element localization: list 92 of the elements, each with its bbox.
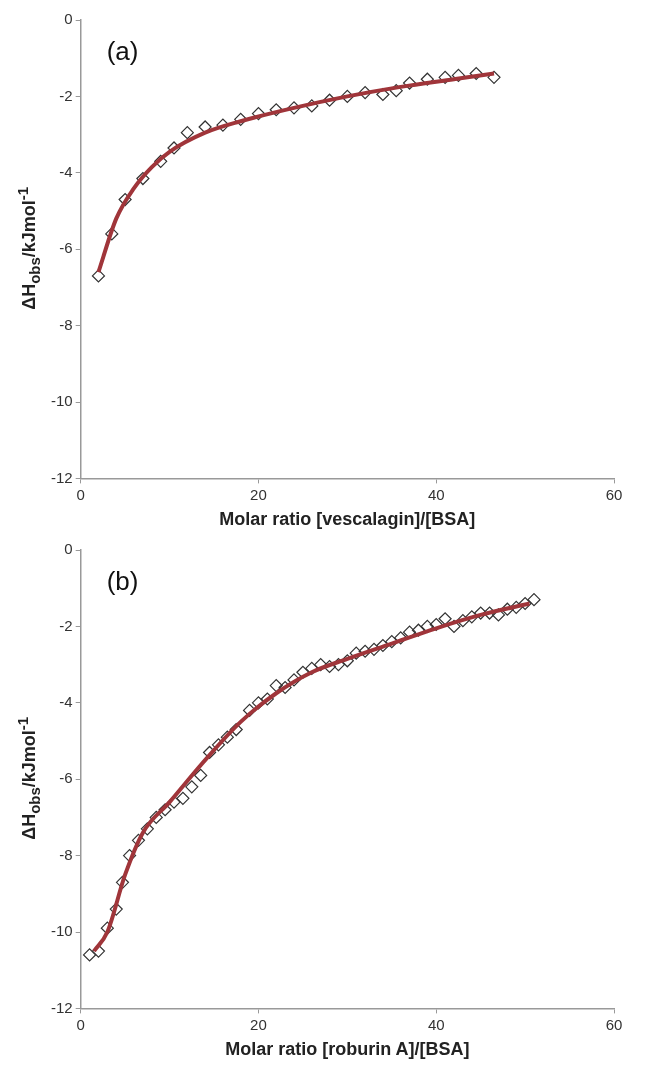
point (176, 791, 190, 805)
point (438, 70, 452, 84)
point (115, 875, 130, 889)
point (220, 730, 234, 744)
point (149, 810, 163, 824)
annotation: (b) (106, 566, 139, 597)
point (482, 606, 497, 620)
y-tick-label: -2 (59, 616, 73, 634)
point (82, 948, 97, 962)
point (260, 692, 274, 706)
point (140, 822, 154, 836)
point (154, 154, 168, 168)
point (216, 118, 230, 132)
point (100, 921, 114, 935)
point (509, 600, 523, 614)
x-axis-title: Molar ratio [roburin A]/[BSA] (225, 1039, 470, 1060)
point (487, 70, 501, 84)
point (438, 612, 452, 626)
point (451, 68, 466, 82)
y-tick-label: -2 (59, 86, 73, 104)
point (394, 631, 408, 645)
point (305, 99, 319, 113)
point (358, 85, 372, 100)
x-tick-label: 40 (427, 485, 445, 503)
point (287, 673, 301, 687)
y-tick-label: 0 (64, 10, 73, 28)
y-tick-label: -6 (59, 769, 73, 787)
y-tick-label: -8 (59, 845, 73, 863)
y-tick-label: -12 (50, 468, 73, 486)
point (314, 658, 328, 672)
point (465, 610, 479, 624)
point (376, 638, 390, 653)
point (251, 106, 266, 121)
point (389, 84, 403, 98)
y-tick-label: 0 (64, 540, 73, 558)
point (105, 227, 119, 241)
point (118, 192, 132, 207)
point (411, 623, 426, 637)
point (202, 745, 217, 760)
x-tick-label: 60 (605, 1015, 623, 1033)
x-tick-label: 60 (605, 485, 623, 503)
y-tick-label: -10 (50, 392, 73, 410)
point (349, 646, 363, 660)
point (287, 101, 301, 115)
y-tick-label: -8 (59, 315, 73, 333)
point (322, 93, 337, 107)
point (500, 602, 514, 616)
point (469, 66, 483, 81)
point (385, 635, 399, 649)
y-tick-label: -6 (59, 239, 73, 257)
x-axis-title: Molar ratio [vescalagin]/[BSA] (219, 509, 476, 530)
y-tick-label: -12 (50, 998, 73, 1016)
point (194, 768, 208, 782)
y-tick-label: -4 (59, 162, 73, 180)
point (358, 644, 372, 658)
x-tick-label: 0 (76, 1015, 85, 1033)
point (167, 141, 181, 155)
point (278, 680, 292, 695)
point (269, 679, 283, 693)
point (198, 120, 212, 134)
point (269, 103, 283, 117)
x-tick-label: 20 (250, 1015, 267, 1033)
point (420, 72, 434, 86)
point (158, 803, 172, 817)
point (340, 654, 354, 668)
point (527, 593, 541, 607)
point (109, 902, 123, 916)
point (474, 606, 488, 620)
point (185, 780, 199, 794)
point (229, 722, 243, 737)
point (429, 617, 443, 632)
point (402, 76, 417, 90)
point (305, 661, 319, 676)
annotation: (a) (106, 36, 139, 67)
point (91, 269, 106, 283)
point (456, 614, 470, 628)
point (211, 738, 226, 752)
y-tick-label: -4 (59, 692, 73, 710)
point (234, 112, 248, 126)
y-tick-label: -10 (50, 922, 73, 940)
point (131, 833, 146, 847)
point (136, 171, 150, 186)
point (122, 849, 137, 863)
point (518, 596, 532, 611)
x-tick-label: 40 (427, 1015, 445, 1033)
point (340, 89, 354, 103)
x-tick-label: 0 (76, 485, 85, 503)
x-tick-label: 20 (250, 485, 267, 503)
point (367, 642, 381, 656)
point (331, 658, 346, 672)
point (180, 126, 194, 140)
point (447, 619, 461, 633)
